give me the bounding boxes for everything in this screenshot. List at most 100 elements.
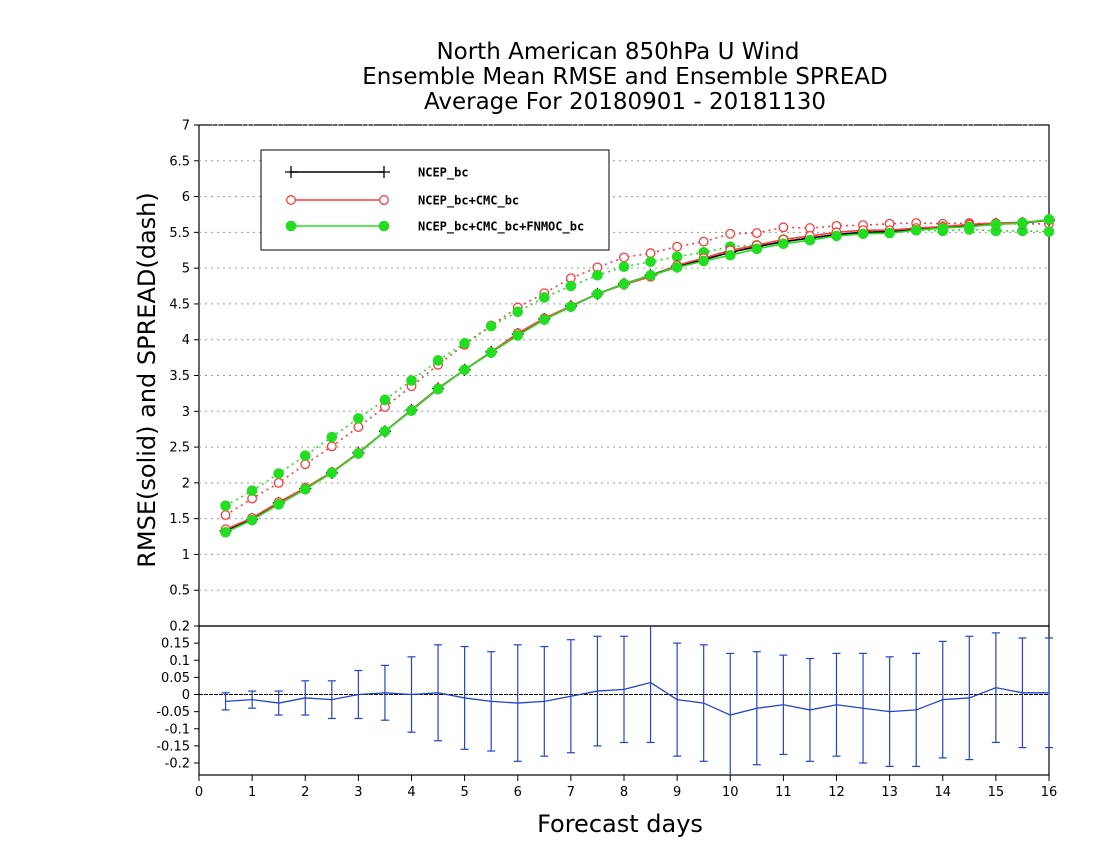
filled-circle-marker — [1043, 214, 1055, 225]
upper-panel: 0.5 1 1.5 2 2.5 3 3.5 4 4.5 5 5.5 6 6.5 7 — [169, 119, 1055, 627]
x-tick-label: 0 — [195, 785, 203, 800]
open-circle-marker — [220, 510, 231, 521]
open-circle-marker — [672, 241, 683, 252]
filled-circle-marker — [857, 228, 869, 240]
y-tick-label: 3 — [182, 405, 190, 420]
x-tick-label: 8 — [620, 785, 628, 800]
title-line-1: North American 850hPa U Wind — [436, 39, 799, 65]
filled-circle-marker — [645, 256, 656, 268]
lower-y-tick-label: -0.1 — [165, 722, 190, 737]
legend-entry-2: NCEP_bc+CMC_bc+FNMOC_bc — [285, 220, 584, 235]
x-tick-label: 10 — [722, 785, 739, 800]
y-tick-label: 7 — [182, 119, 190, 134]
error-bars — [221, 626, 1053, 775]
filled-circle-marker — [485, 347, 497, 358]
lower-y-tick-label: 0.1 — [169, 654, 190, 669]
legend-label: NCEP_bc+CMC_bc+FNMOC_bc — [418, 220, 584, 235]
filled-circle-marker — [804, 234, 816, 246]
legend-plus-marker — [285, 166, 297, 178]
legend-plus-marker — [378, 166, 390, 178]
y-tick-label: 2.5 — [169, 441, 190, 456]
filled-circle-marker — [512, 306, 524, 318]
x-tick-label: 4 — [407, 785, 415, 800]
filled-circle-marker — [565, 301, 577, 313]
y-axis-label: RMSE(solid) and SPREAD(dash) — [133, 192, 161, 568]
difference-line — [225, 681, 1049, 716]
filled-circle-marker — [1043, 226, 1055, 237]
x-tick-label: 3 — [354, 785, 362, 800]
legend-entry-1: NCEP_bc+CMC_bc — [286, 194, 519, 209]
filled-circle-marker — [671, 262, 683, 273]
filled-circle-marker — [539, 314, 550, 325]
legend-label: NCEP_bc+CMC_bc — [418, 194, 519, 209]
filled-circle-marker — [299, 450, 311, 461]
spread-line-2 — [225, 228, 1050, 507]
y-tick-label: 3.5 — [169, 369, 190, 384]
lower-y-tick-label: 0.05 — [161, 671, 190, 686]
filled-circle-marker — [246, 485, 258, 497]
x-tick-label: 13 — [881, 785, 898, 800]
filled-circle-marker — [299, 483, 311, 495]
filled-circle-marker — [618, 261, 630, 273]
filled-circle-marker — [353, 413, 364, 424]
y-tick-label: 2 — [182, 476, 190, 491]
filled-circle-marker — [432, 355, 444, 366]
title-line-2: Ensemble Mean RMSE and Ensemble SPREAD — [362, 64, 887, 90]
spread-line-1 — [225, 222, 1049, 516]
y-tick-label: 0.5 — [169, 584, 190, 599]
legend-open-circle — [379, 195, 389, 205]
filled-circle-marker — [432, 383, 444, 395]
filled-circle-marker — [964, 221, 975, 232]
x-tick-label: 6 — [514, 785, 522, 800]
filled-circle-marker — [751, 243, 763, 255]
open-circle-marker — [751, 228, 762, 239]
x-tick-label: 16 — [1041, 785, 1058, 800]
lower-y-tick-label: -0.2 — [165, 757, 190, 772]
y-tick-label: 6 — [182, 190, 190, 205]
filled-circle-marker — [1017, 217, 1028, 229]
legend-entry-0: NCEP_bc — [285, 166, 469, 181]
y-tick-label: 4.5 — [169, 297, 190, 312]
filled-circle-marker — [459, 337, 470, 349]
filled-circle-marker — [831, 230, 842, 242]
y-tick-label: 5.5 — [169, 226, 190, 241]
filled-circle-marker — [990, 219, 1002, 230]
filled-circle-marker — [778, 238, 789, 250]
open-circle-marker — [619, 252, 629, 263]
filled-circle-marker — [512, 330, 524, 341]
filled-circle-marker — [884, 227, 895, 239]
legend: NCEP_bc NCEP_bc+CMC_bc NCEP_bc+CMC_bc+FNMO… — [260, 149, 610, 251]
legend-label: NCEP_bc — [418, 166, 469, 181]
filled-circle-marker — [220, 500, 231, 512]
filled-circle-marker — [326, 467, 338, 479]
x-tick-label: 11 — [775, 785, 792, 800]
filled-circle-marker — [698, 255, 709, 267]
filled-circle-marker — [379, 426, 391, 437]
filled-circle-marker — [406, 405, 417, 416]
filled-circle-marker — [326, 431, 338, 443]
y-tick-label: 1 — [182, 548, 190, 563]
filled-circle-marker — [273, 468, 284, 479]
x-tick-label: 9 — [673, 785, 681, 800]
legend-open-circle — [286, 195, 296, 205]
legend-filled-circle — [378, 220, 390, 232]
x-tick-label: 7 — [567, 785, 575, 800]
filled-circle-marker — [379, 394, 391, 406]
filled-circle-marker — [406, 375, 417, 386]
filled-circle-marker — [246, 514, 258, 526]
filled-circle-marker — [273, 499, 284, 510]
lower-y-tick-label: -0.05 — [156, 705, 190, 720]
filled-circle-marker — [592, 288, 603, 300]
filled-circle-marker — [353, 448, 364, 459]
lower-y-tick-label: -0.15 — [156, 739, 190, 754]
open-circle-marker — [645, 248, 656, 259]
series-spread-2 — [220, 224, 1055, 512]
filled-circle-marker — [618, 278, 630, 290]
y-tick-label: 1.5 — [169, 512, 190, 527]
x-tick-label: 12 — [828, 785, 845, 800]
open-circle-marker — [698, 236, 709, 247]
filled-circle-marker — [459, 364, 470, 376]
open-circle-marker — [273, 477, 284, 488]
x-axis-label: Forecast days — [537, 810, 703, 838]
